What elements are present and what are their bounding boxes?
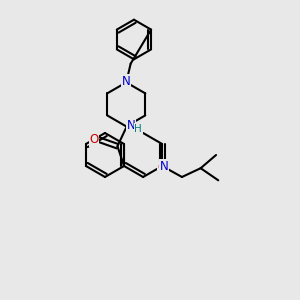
Text: N: N [127,119,136,132]
Text: O: O [158,161,167,174]
Text: N: N [160,160,169,172]
Text: O: O [89,133,98,146]
Text: H: H [134,124,142,134]
Text: N: N [122,75,130,88]
